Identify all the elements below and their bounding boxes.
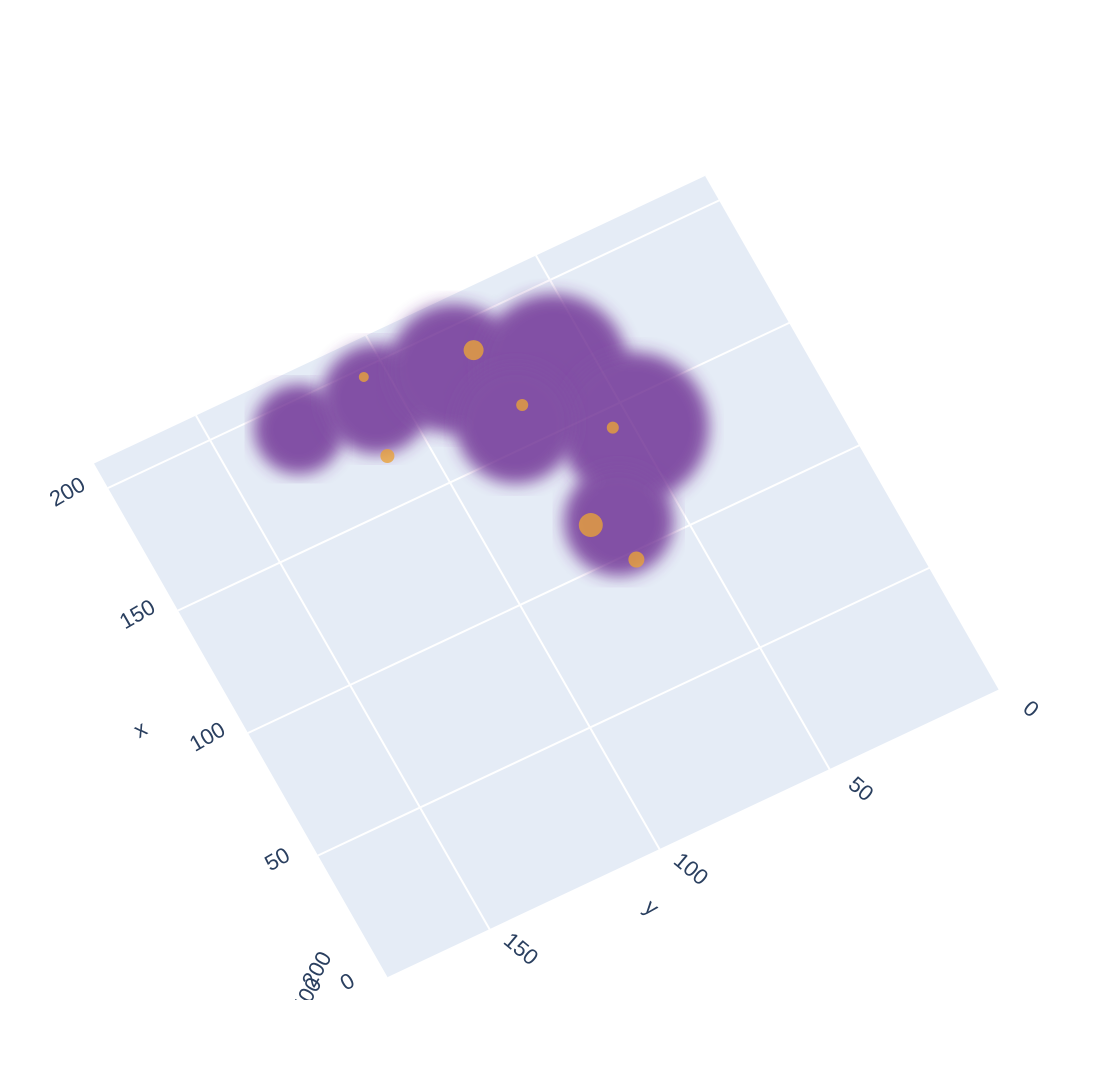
- x-tick-label: 50: [260, 842, 294, 876]
- floor-plane: [94, 175, 1000, 978]
- lesion-voxels: [578, 513, 603, 538]
- x-axis-title: x: [129, 716, 151, 743]
- lesion-voxels: [606, 421, 619, 434]
- lesion-voxels: [380, 449, 395, 463]
- organ-voxels: [455, 363, 576, 484]
- y-tick-label: 100: [669, 847, 713, 890]
- series-0: [253, 293, 709, 577]
- organ-voxels: [563, 466, 674, 577]
- grid-line: [195, 415, 491, 931]
- lesion-voxels: [463, 340, 484, 361]
- organ-voxels: [559, 352, 709, 502]
- x-tick-label: 200: [45, 472, 89, 512]
- x-tick-label: 150: [115, 594, 159, 634]
- y-tick-label: 50: [844, 771, 879, 806]
- x-tick-label: 0: [336, 968, 359, 996]
- y-tick-label: 0: [1018, 695, 1043, 722]
- lesion-voxels: [628, 551, 645, 568]
- organ-voxels: [253, 384, 344, 475]
- y-tick-label: 150: [499, 927, 543, 970]
- y-axis-title: y: [639, 894, 663, 920]
- lesion-voxels: [516, 399, 529, 411]
- x-tick-label: 100: [185, 717, 229, 757]
- lesion-voxels: [358, 371, 369, 382]
- series-1: [358, 340, 645, 568]
- grid-line: [705, 175, 1001, 691]
